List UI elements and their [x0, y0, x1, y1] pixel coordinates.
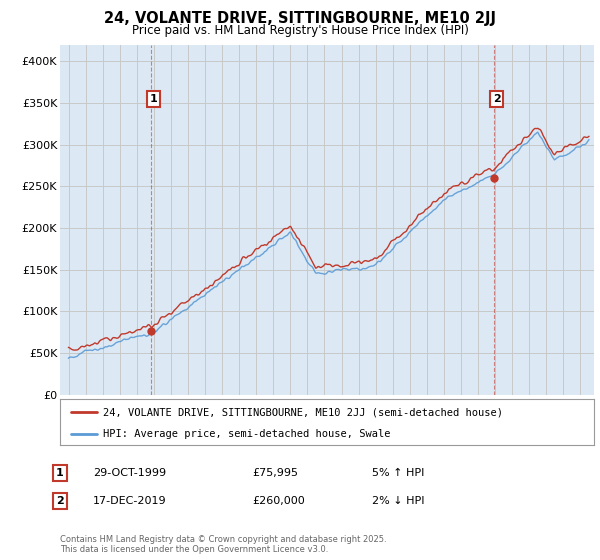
Text: 5% ↑ HPI: 5% ↑ HPI — [372, 468, 424, 478]
Text: 24, VOLANTE DRIVE, SITTINGBOURNE, ME10 2JJ: 24, VOLANTE DRIVE, SITTINGBOURNE, ME10 2… — [104, 11, 496, 26]
Text: £75,995: £75,995 — [252, 468, 298, 478]
Text: 2: 2 — [493, 94, 500, 104]
Text: HPI: Average price, semi-detached house, Swale: HPI: Average price, semi-detached house,… — [103, 429, 390, 438]
Text: 29-OCT-1999: 29-OCT-1999 — [93, 468, 166, 478]
Text: 17-DEC-2019: 17-DEC-2019 — [93, 496, 167, 506]
Text: 2% ↓ HPI: 2% ↓ HPI — [372, 496, 425, 506]
Text: 24, VOLANTE DRIVE, SITTINGBOURNE, ME10 2JJ (semi-detached house): 24, VOLANTE DRIVE, SITTINGBOURNE, ME10 2… — [103, 407, 503, 417]
Text: Price paid vs. HM Land Registry's House Price Index (HPI): Price paid vs. HM Land Registry's House … — [131, 24, 469, 36]
Text: £260,000: £260,000 — [252, 496, 305, 506]
Text: 2: 2 — [56, 496, 64, 506]
Text: 1: 1 — [150, 94, 158, 104]
Text: 1: 1 — [56, 468, 64, 478]
Text: Contains HM Land Registry data © Crown copyright and database right 2025.
This d: Contains HM Land Registry data © Crown c… — [60, 535, 386, 554]
